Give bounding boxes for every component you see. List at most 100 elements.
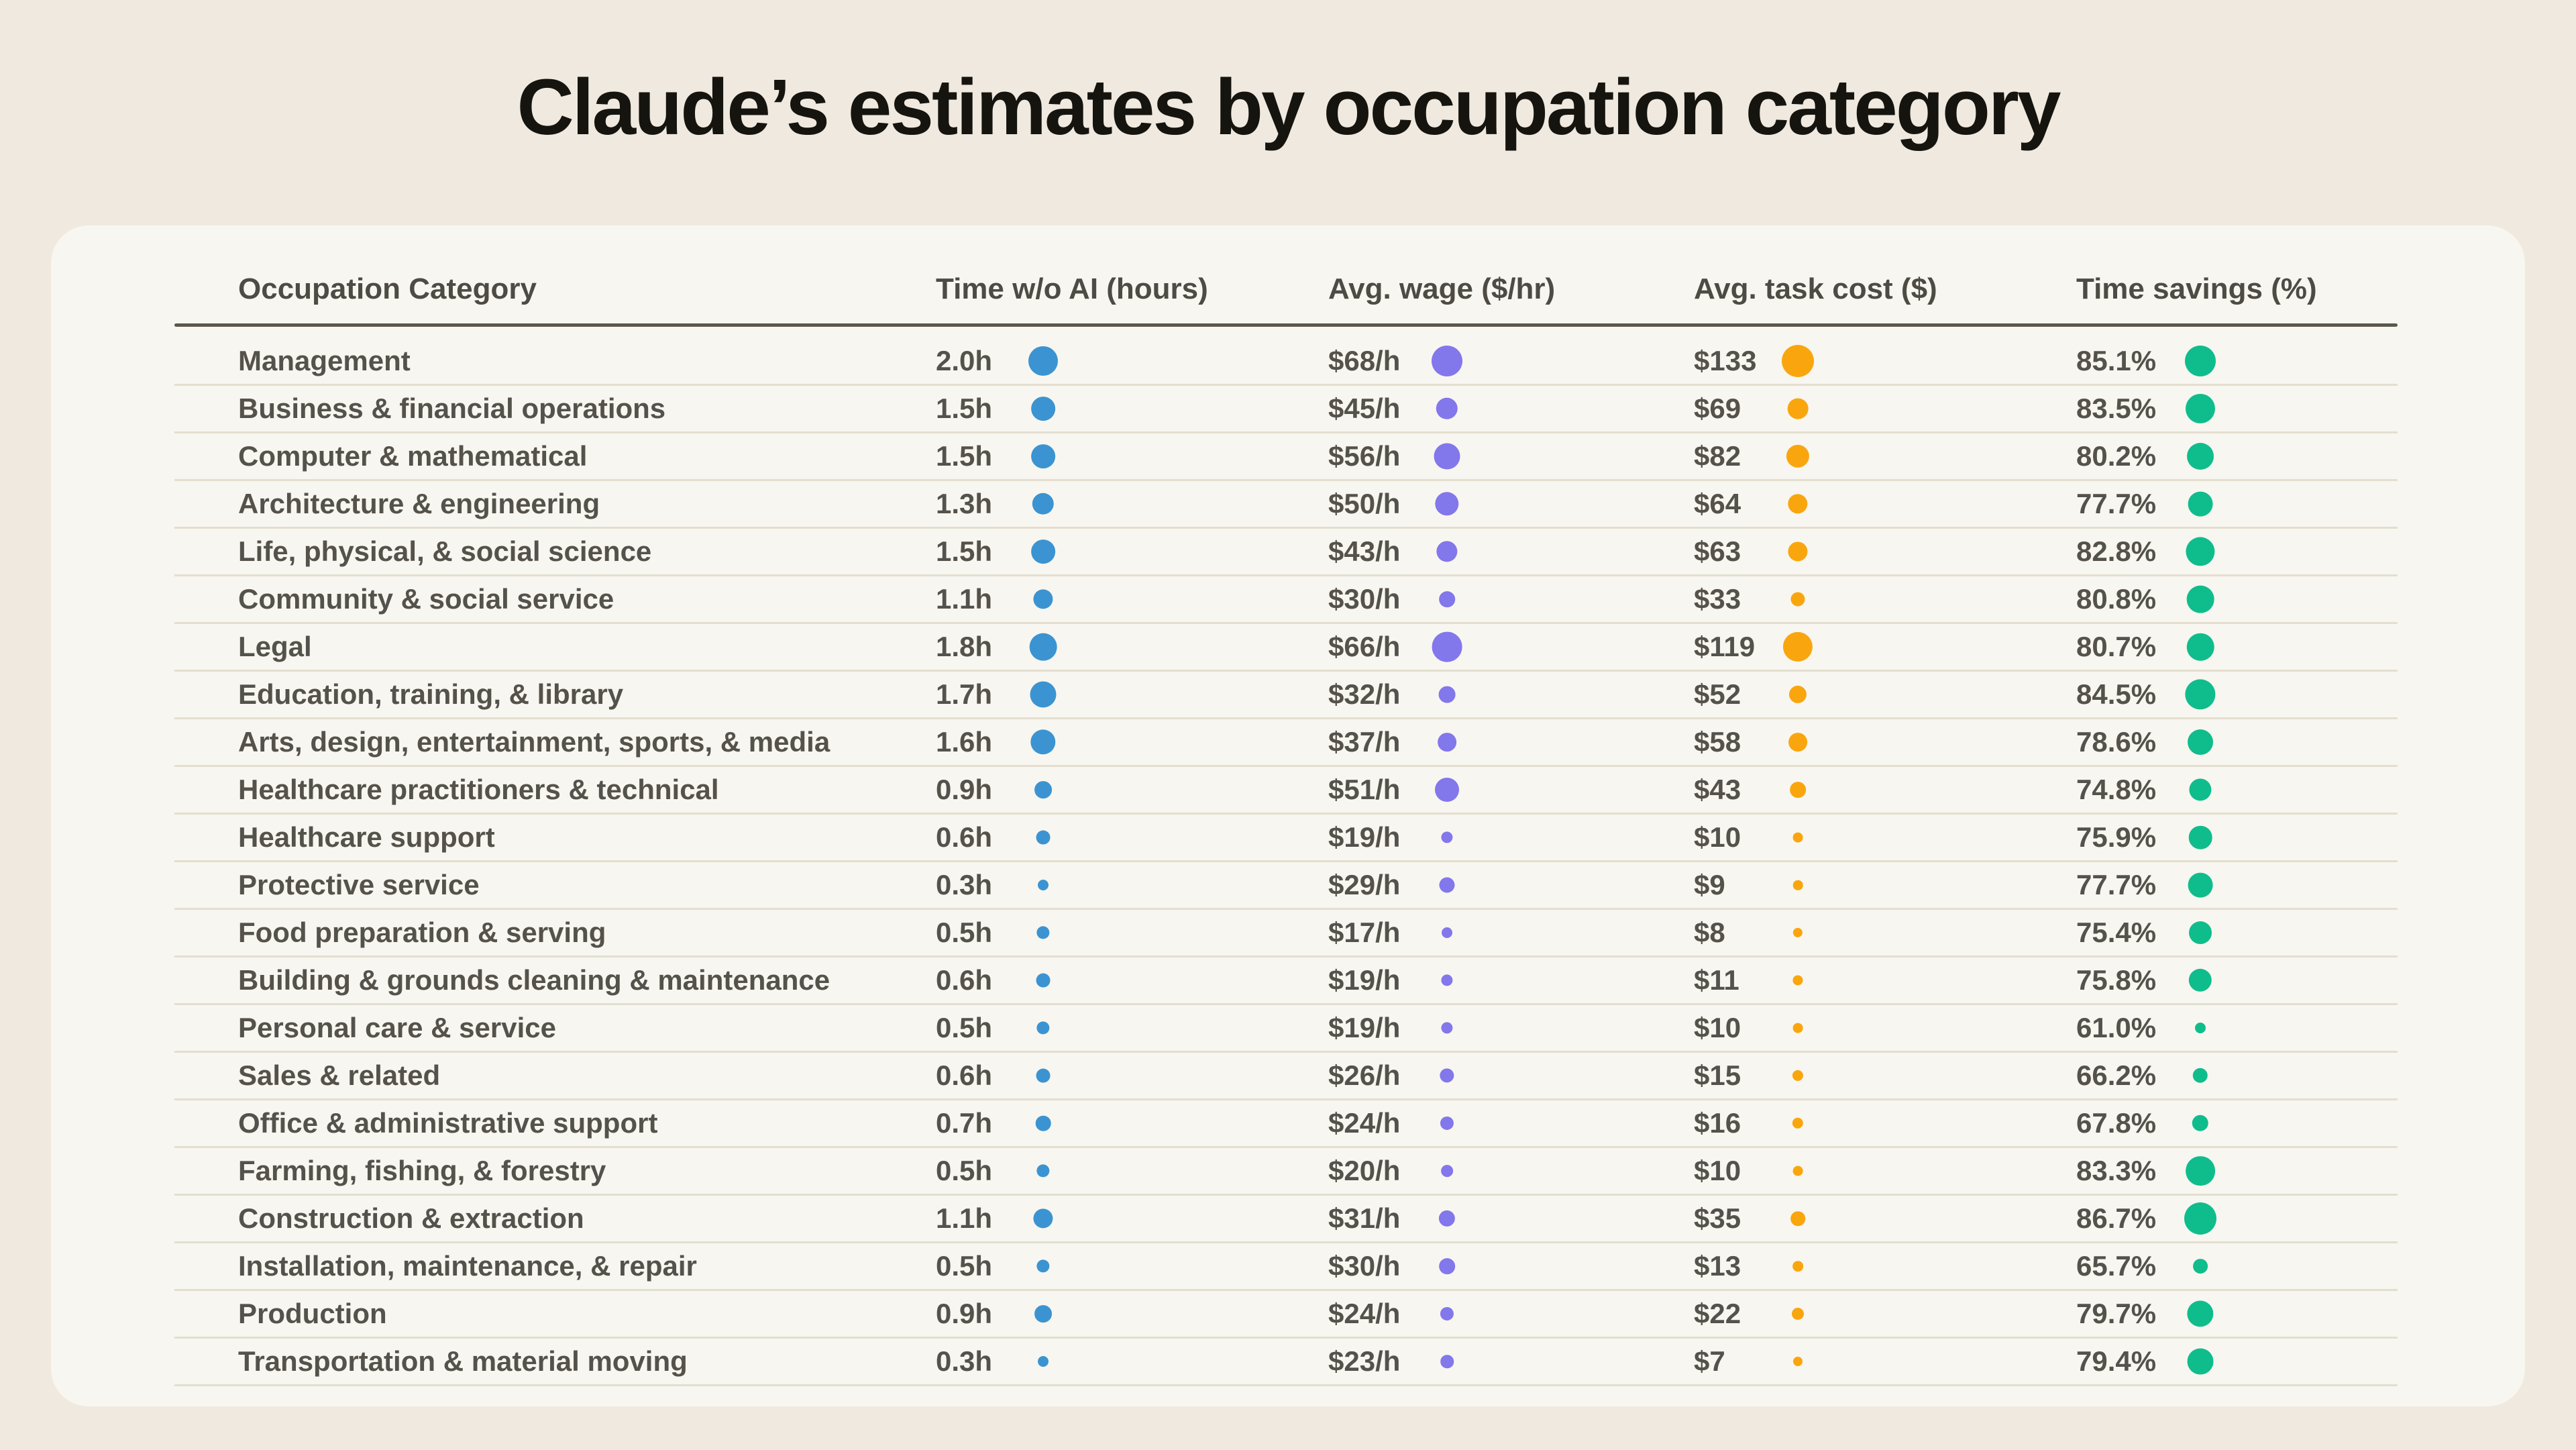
table-card: Occupation Category Time w/o AI (hours) … xyxy=(51,225,2525,1406)
category-cell: Management xyxy=(238,345,411,376)
task_cost-value: $63 xyxy=(1694,535,1741,567)
task_cost-dot xyxy=(1782,631,1813,662)
time_hours-dot xyxy=(1035,1115,1051,1131)
task_cost-value: $58 xyxy=(1694,726,1741,758)
table-row: Healthcare practitioners & technical 0.9h… xyxy=(174,767,2398,815)
time_hours-value: 1.6h xyxy=(936,726,993,758)
time_hours-value: 2.0h xyxy=(936,345,993,376)
time_savings_pct-dot xyxy=(2193,1259,2208,1274)
time_savings_pct-value: 75.9% xyxy=(2076,821,2157,853)
table-row: Management 2.0h $68/h $133 85.1% xyxy=(174,338,2398,386)
wage_per_hour-dot xyxy=(1439,877,1455,893)
time_hours-dot xyxy=(1030,729,1056,755)
wage_per_hour-value: $37/h xyxy=(1328,726,1401,758)
time_hours-dot xyxy=(1036,830,1051,845)
wage_per_hour-value: $32/h xyxy=(1328,678,1401,710)
task_cost-dot xyxy=(1792,1117,1804,1129)
wage_per_hour-dot xyxy=(1441,1022,1453,1034)
wage_per_hour-value: $45/h xyxy=(1328,393,1401,424)
time_hours-value: 1.1h xyxy=(936,1202,993,1234)
time_savings_pct-value: 61.0% xyxy=(2076,1012,2157,1043)
time_savings_pct-value: 83.5% xyxy=(2076,393,2157,424)
time_savings_pct-dot xyxy=(2186,633,2214,661)
time_savings_pct-dot xyxy=(2185,679,2216,710)
time_savings_pct-value: 86.7% xyxy=(2076,1202,2157,1234)
task_cost-dot xyxy=(1788,541,1808,562)
time_savings_pct-value: 74.8% xyxy=(2076,774,2157,805)
column-header-occupation: Occupation Category xyxy=(238,272,537,305)
time_hours-dot xyxy=(1036,1021,1050,1035)
category-cell: Legal xyxy=(238,631,312,662)
time_hours-value: 0.9h xyxy=(936,774,993,805)
task_cost-dot xyxy=(1792,1261,1803,1272)
wage_per_hour-dot xyxy=(1441,831,1453,843)
time_savings_pct-dot xyxy=(2192,1115,2209,1132)
task_cost-dot xyxy=(1788,685,1807,704)
time_savings_pct-value: 79.4% xyxy=(2076,1345,2157,1377)
wage_per_hour-dot xyxy=(1442,927,1452,938)
wage_per_hour-dot xyxy=(1440,1306,1454,1321)
table-row: Farming, fishing, & forestry 0.5h $20/h $10… xyxy=(174,1148,2398,1196)
time_savings_pct-value: 82.8% xyxy=(2076,535,2157,567)
time_hours-dot xyxy=(1036,1164,1050,1178)
task_cost-value: $16 xyxy=(1694,1107,1741,1139)
time_savings_pct-dot xyxy=(2184,1202,2216,1235)
time_savings_pct-value: 80.2% xyxy=(2076,440,2157,472)
category-cell: Transportation & material moving xyxy=(238,1345,688,1377)
task_cost-value: $35 xyxy=(1694,1202,1741,1234)
wage_per_hour-value: $31/h xyxy=(1328,1202,1401,1234)
time_savings_pct-value: 84.5% xyxy=(2076,678,2157,710)
table-body: Management 2.0h $68/h $133 85.1% Business & f… xyxy=(174,338,2398,1386)
task_cost-dot xyxy=(1782,345,1814,377)
task_cost-value: $7 xyxy=(1694,1345,1725,1377)
task_cost-value: $82 xyxy=(1694,440,1741,472)
time_hours-dot xyxy=(1036,1068,1051,1083)
time_hours-dot xyxy=(1031,397,1055,421)
time_savings_pct-dot xyxy=(2189,921,2212,944)
table-row: Installation, maintenance, & repair 0.5h $… xyxy=(174,1243,2398,1291)
task_cost-value: $133 xyxy=(1694,345,1757,376)
table-row: Sales & related 0.6h $26/h $15 66.2% xyxy=(174,1053,2398,1100)
table-row: Computer & mathematical 1.5h $56/h $82 80.2% xyxy=(174,433,2398,481)
table-header: Occupation Category Time w/o AI (hours) … xyxy=(174,225,2398,323)
task_cost-dot xyxy=(1793,1357,1803,1366)
wage_per_hour-dot xyxy=(1432,346,1462,376)
time_hours-value: 0.7h xyxy=(936,1107,993,1139)
time_savings_pct-dot xyxy=(2185,346,2216,376)
table-row: Education, training, & library 1.7h $32/h $… xyxy=(174,672,2398,719)
time_hours-dot xyxy=(1032,493,1055,515)
task_cost-value: $10 xyxy=(1694,1012,1741,1043)
wage_per_hour-value: $68/h xyxy=(1328,345,1401,376)
time_hours-value: 0.6h xyxy=(936,821,993,853)
time_hours-dot xyxy=(1031,444,1055,468)
occupation-table: Occupation Category Time w/o AI (hours) … xyxy=(174,225,2398,1386)
time_savings_pct-value: 80.8% xyxy=(2076,583,2157,615)
time_hours-value: 0.9h xyxy=(936,1298,993,1329)
table-row: Legal 1.8h $66/h $119 80.7% xyxy=(174,624,2398,672)
wage_per_hour-value: $29/h xyxy=(1328,869,1401,900)
time_hours-dot xyxy=(1030,681,1057,708)
time_savings_pct-value: 78.6% xyxy=(2076,726,2157,758)
task_cost-dot xyxy=(1790,592,1805,607)
wage_per_hour-value: $30/h xyxy=(1328,583,1401,615)
wage_per_hour-dot xyxy=(1436,397,1458,420)
category-cell: Personal care & service xyxy=(238,1012,556,1043)
column-header-task-cost: Avg. task cost ($) xyxy=(1694,272,1937,305)
wage_per_hour-value: $23/h xyxy=(1328,1345,1401,1377)
time_hours-value: 0.5h xyxy=(936,1155,993,1186)
table-row: Transportation & material moving 0.3h $23/… xyxy=(174,1339,2398,1386)
wage_per_hour-dot xyxy=(1439,1258,1455,1274)
wage_per_hour-dot xyxy=(1440,1116,1454,1131)
time_hours-value: 1.1h xyxy=(936,583,993,615)
time_savings_pct-dot xyxy=(2186,537,2215,566)
task_cost-value: $33 xyxy=(1694,583,1741,615)
table-row: Arts, design, entertainment, sports, & m… xyxy=(174,719,2398,767)
task_cost-value: $43 xyxy=(1694,774,1741,805)
time_savings_pct-value: 85.1% xyxy=(2076,345,2157,376)
time_savings_pct-value: 80.7% xyxy=(2076,631,2157,662)
task_cost-dot xyxy=(1787,398,1809,419)
wage_per_hour-value: $19/h xyxy=(1328,821,1401,853)
time_savings_pct-value: 66.2% xyxy=(2076,1059,2157,1091)
table-row: Architecture & engineering 1.3h $50/h $64 77… xyxy=(174,481,2398,529)
